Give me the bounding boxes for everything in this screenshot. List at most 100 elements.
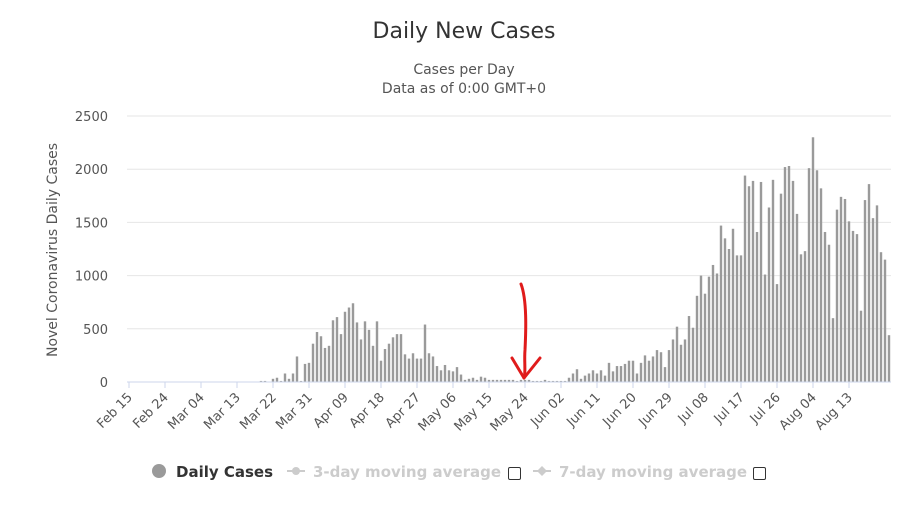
bar[interactable] xyxy=(455,367,459,382)
bar[interactable] xyxy=(887,335,891,382)
bar[interactable] xyxy=(811,137,815,382)
bar[interactable] xyxy=(391,337,395,382)
bar[interactable] xyxy=(775,284,779,382)
bar[interactable] xyxy=(603,375,607,382)
bar[interactable] xyxy=(435,366,439,382)
bar[interactable] xyxy=(475,379,479,382)
bar[interactable] xyxy=(703,293,707,382)
bar[interactable] xyxy=(467,378,471,382)
bar[interactable] xyxy=(671,339,675,382)
bar[interactable] xyxy=(731,228,735,382)
bar[interactable] xyxy=(835,209,839,382)
bar[interactable] xyxy=(347,307,351,382)
bar[interactable] xyxy=(619,366,623,382)
bar[interactable] xyxy=(263,380,267,382)
bar[interactable] xyxy=(323,347,327,382)
bar[interactable] xyxy=(271,378,275,382)
bar[interactable] xyxy=(631,360,635,382)
bar[interactable] xyxy=(807,168,811,382)
bar[interactable] xyxy=(319,336,323,382)
bar[interactable] xyxy=(611,371,615,382)
bar[interactable] xyxy=(551,380,555,382)
bar[interactable] xyxy=(523,379,527,382)
bar[interactable] xyxy=(647,360,651,382)
bar[interactable] xyxy=(307,362,311,382)
bar[interactable] xyxy=(783,167,787,382)
bar[interactable] xyxy=(303,363,307,382)
bar[interactable] xyxy=(471,377,475,382)
bar[interactable] xyxy=(875,205,879,382)
bar[interactable] xyxy=(527,379,531,382)
bar[interactable] xyxy=(395,334,399,382)
bar[interactable] xyxy=(419,358,423,382)
bar[interactable] xyxy=(499,379,503,382)
bar[interactable] xyxy=(279,380,283,382)
bar[interactable] xyxy=(855,234,859,382)
bar[interactable] xyxy=(687,316,691,382)
bar[interactable] xyxy=(487,379,491,382)
bar[interactable] xyxy=(555,380,559,382)
bar[interactable] xyxy=(751,180,755,382)
bar[interactable] xyxy=(439,370,443,382)
bar[interactable] xyxy=(515,380,519,382)
bar[interactable] xyxy=(563,380,567,382)
bar-series-daily-cases[interactable] xyxy=(259,137,891,382)
bar[interactable] xyxy=(739,255,743,382)
bar[interactable] xyxy=(843,198,847,382)
bar[interactable] xyxy=(799,254,803,382)
bar[interactable] xyxy=(851,230,855,382)
toggle-7day-ma-checkbox[interactable] xyxy=(753,467,766,480)
bar[interactable] xyxy=(815,170,819,382)
bar[interactable] xyxy=(375,321,379,382)
bar[interactable] xyxy=(587,373,591,382)
bar[interactable] xyxy=(607,362,611,382)
bar[interactable] xyxy=(491,379,495,382)
bar[interactable] xyxy=(595,373,599,382)
bar[interactable] xyxy=(427,353,431,382)
bar[interactable] xyxy=(415,358,419,382)
bar[interactable] xyxy=(695,295,699,382)
bar[interactable] xyxy=(787,166,791,382)
toggle-3day-ma-checkbox[interactable] xyxy=(508,467,521,480)
bar[interactable] xyxy=(431,356,435,382)
bar[interactable] xyxy=(831,318,835,382)
bar[interactable] xyxy=(579,378,583,382)
bar[interactable] xyxy=(379,360,383,382)
bar[interactable] xyxy=(823,231,827,382)
bar[interactable] xyxy=(819,188,823,382)
legend-item-daily-cases[interactable]: Daily Cases xyxy=(152,463,273,481)
bar[interactable] xyxy=(447,370,451,382)
bar[interactable] xyxy=(571,373,575,382)
bar[interactable] xyxy=(707,276,711,382)
bar[interactable] xyxy=(259,380,263,382)
bar[interactable] xyxy=(371,345,375,382)
bar[interactable] xyxy=(327,345,331,382)
legend-item-3day-ma[interactable]: 3-day moving average xyxy=(287,463,501,481)
bar[interactable] xyxy=(747,186,751,382)
bar[interactable] xyxy=(719,225,723,382)
bar[interactable] xyxy=(639,362,643,382)
bar[interactable] xyxy=(743,175,747,382)
bar[interactable] xyxy=(711,264,715,382)
bar[interactable] xyxy=(763,274,767,382)
bar[interactable] xyxy=(507,379,511,382)
bar[interactable] xyxy=(443,364,447,382)
bar[interactable] xyxy=(351,303,355,382)
bar[interactable] xyxy=(663,367,667,382)
legend-item-7day-ma[interactable]: 7-day moving average xyxy=(533,463,747,481)
bar[interactable] xyxy=(879,252,883,382)
bar[interactable] xyxy=(299,380,303,382)
bar[interactable] xyxy=(411,353,415,382)
bar[interactable] xyxy=(503,379,507,382)
bar[interactable] xyxy=(635,373,639,382)
bar[interactable] xyxy=(511,379,515,382)
bar[interactable] xyxy=(283,373,287,382)
bar[interactable] xyxy=(627,360,631,382)
bar[interactable] xyxy=(295,356,299,382)
bar[interactable] xyxy=(543,379,547,382)
bar[interactable] xyxy=(655,350,659,382)
bar[interactable] xyxy=(803,251,807,382)
bar[interactable] xyxy=(535,380,539,382)
bar[interactable] xyxy=(779,193,783,382)
bar[interactable] xyxy=(355,322,359,382)
